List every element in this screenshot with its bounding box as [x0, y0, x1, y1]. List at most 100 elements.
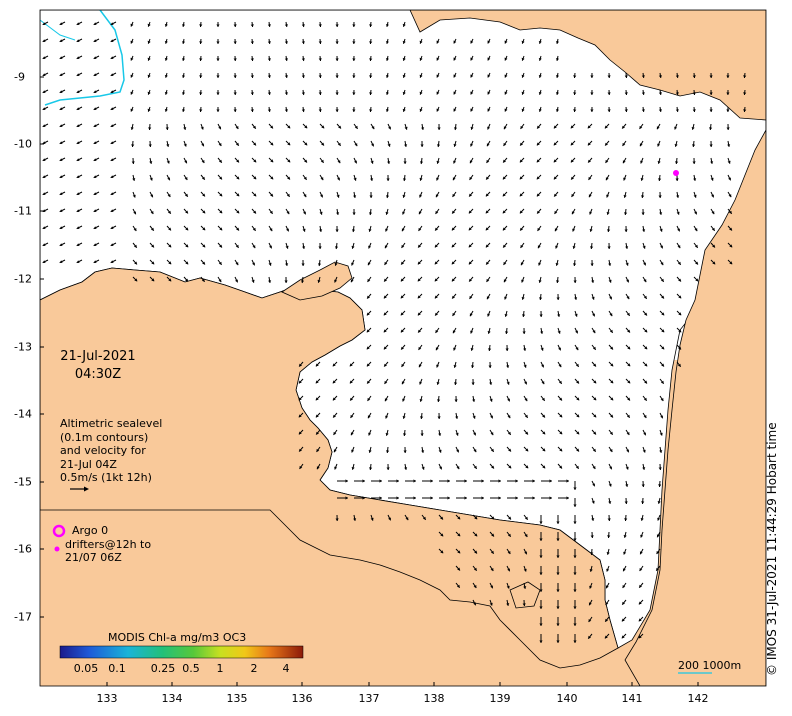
velocity-arrow-head — [625, 246, 629, 249]
velocity-arrow-head — [335, 109, 339, 112]
velocity-arrow-head — [335, 75, 339, 78]
velocity-arrow-head — [538, 58, 542, 61]
velocity-arrow-head — [345, 496, 348, 500]
velocity-arrow-head — [401, 346, 404, 350]
velocity-arrow-head — [592, 346, 596, 350]
velocity-arrow-head — [42, 226, 46, 229]
velocity-arrow-head — [350, 414, 354, 418]
velocity-arrow-head — [624, 75, 628, 78]
velocity-arrow-head — [164, 41, 168, 44]
velocity-arrow-head — [304, 125, 308, 129]
velocity-arrow-head — [487, 313, 491, 317]
velocity-arrow-head — [642, 245, 646, 249]
velocity-arrow-head — [644, 346, 648, 350]
velocity-arrow-head — [571, 176, 574, 180]
velocity-arrow-head — [335, 246, 339, 249]
velocity-arrow-head — [165, 127, 169, 130]
velocity-arrow-head — [110, 158, 114, 161]
velocity-arrow-head — [470, 348, 474, 351]
velocity-arrow-head — [76, 90, 80, 93]
velocity-arrow-head — [590, 92, 594, 95]
velocity-arrow-head — [387, 161, 391, 164]
velocity-arrow-head — [316, 448, 320, 452]
velocity-arrow-head — [318, 75, 322, 78]
velocity-arrow-head — [555, 263, 559, 266]
velocity-arrow-head — [743, 92, 747, 95]
velocity-arrow-head — [640, 518, 644, 521]
velocity-arrow-head — [419, 57, 423, 61]
velocity-arrow-head — [712, 261, 716, 265]
velocity-arrow-head — [661, 363, 664, 367]
velocity-arrow-head — [712, 244, 715, 248]
velocity-arrow-head — [437, 416, 441, 419]
velocity-arrow-head — [298, 431, 302, 435]
velocity-arrow-head — [396, 479, 399, 483]
velocity-arrow-head — [352, 58, 356, 61]
velocity-arrow-head — [383, 312, 387, 316]
velocity-arrow-head — [250, 75, 254, 78]
velocity-arrow-head — [503, 126, 507, 130]
velocity-arrow-head — [401, 244, 405, 248]
velocity-arrow-head — [149, 177, 153, 181]
velocity-arrow-head — [624, 229, 628, 232]
velocity-arrow-head — [538, 92, 542, 95]
velocity-arrow-head — [486, 176, 489, 180]
velocity-arrow-head — [709, 75, 713, 78]
velocity-arrow-head — [571, 193, 575, 197]
velocity-arrow-head — [386, 178, 390, 181]
velocity-arrow-head — [521, 279, 525, 283]
lon-tick-label: 140 — [556, 692, 578, 705]
velocity-arrow-head — [481, 479, 484, 483]
velocity-arrow-head — [185, 244, 189, 248]
velocity-arrow-head — [267, 24, 271, 27]
velocity-arrow-head — [437, 399, 441, 402]
velocity-arrow-head — [554, 228, 558, 232]
velocity-arrow-head — [93, 56, 97, 59]
time-text: 04:30Z — [74, 367, 122, 382]
velocity-arrow-head — [457, 550, 461, 554]
velocity-arrow-head — [419, 74, 423, 78]
velocity-arrow-head — [588, 194, 592, 198]
velocity-arrow-head — [368, 432, 372, 436]
velocity-arrow-head — [59, 22, 63, 25]
velocity-arrow-head — [675, 92, 679, 95]
velocity-arrow-head — [166, 144, 170, 147]
velocity-arrow-head — [133, 228, 137, 231]
velocity-arrow-head — [593, 431, 596, 435]
velocity-arrow-head — [370, 178, 374, 181]
velocity-arrow-head — [421, 127, 425, 130]
velocity-arrow-head — [252, 227, 256, 231]
velocity-arrow-head — [59, 73, 63, 76]
velocity-arrow-head — [334, 466, 338, 470]
velocity-arrow-head — [76, 226, 80, 229]
velocity-arrow-head — [218, 261, 222, 265]
velocity-arrow-head — [470, 40, 474, 44]
velocity-arrow-head — [447, 479, 450, 483]
velocity-arrow-head — [485, 210, 489, 214]
velocity-arrow-head — [284, 58, 288, 61]
velocity-arrow-head — [626, 449, 629, 453]
velocity-arrow-head — [110, 209, 114, 212]
velocity-arrow-head — [661, 329, 665, 333]
velocity-arrow-head — [658, 467, 662, 470]
velocity-arrow-head — [200, 126, 204, 130]
credit-text: © IMOS 31-Jul-2021 11:44:29 Hobart time — [765, 422, 779, 676]
velocity-arrow-head — [553, 125, 557, 129]
velocity-arrow-head — [164, 24, 168, 27]
velocity-arrow-head — [182, 41, 186, 44]
velocity-arrow-head — [370, 160, 374, 164]
velocity-arrow-head — [592, 330, 596, 334]
velocity-arrow-head — [269, 228, 273, 232]
velocity-arrow-head — [168, 261, 172, 265]
velocity-arrow-head — [369, 75, 373, 78]
velocity-arrow-head — [539, 572, 543, 575]
velocity-arrow-head — [455, 432, 459, 436]
velocity-arrow-head — [639, 551, 643, 555]
velocity-arrow-head — [508, 465, 512, 469]
velocity-arrow-head — [270, 142, 274, 146]
velocity-arrow-head — [379, 479, 382, 483]
velocity-arrow-head — [59, 56, 63, 59]
velocity-arrow-head — [593, 380, 597, 384]
velocity-arrow-head — [284, 109, 288, 112]
velocity-arrow-head — [236, 210, 240, 214]
